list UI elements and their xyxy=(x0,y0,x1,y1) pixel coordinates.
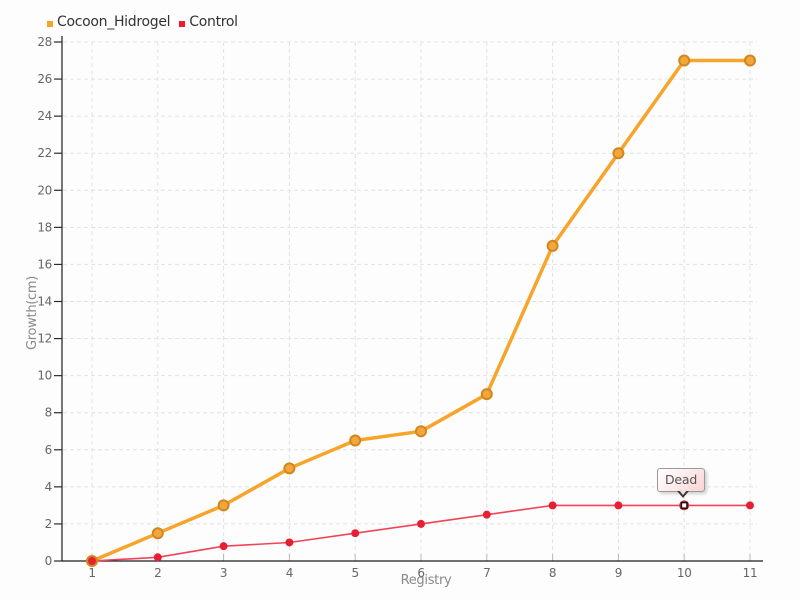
y-tick-label: 6 xyxy=(45,443,52,457)
y-tick-label: 0 xyxy=(45,554,52,568)
y-tick-label: 2 xyxy=(45,517,52,531)
y-tick-label: 14 xyxy=(37,295,52,309)
y-tick-label: 18 xyxy=(37,220,52,234)
legend-swatch-icon xyxy=(47,21,53,27)
x-tick-label: 1 xyxy=(88,566,95,580)
legend-item-cocoon_hidrogel[interactable]: Cocoon_Hidrogel xyxy=(47,14,171,30)
y-tick-label: 12 xyxy=(37,332,52,346)
dead-point-marker[interactable] xyxy=(680,501,688,509)
y-tick-label: 20 xyxy=(37,183,52,197)
legend-swatch-icon xyxy=(179,21,186,27)
x-tick-label: 7 xyxy=(483,566,490,580)
data-point-control-x11[interactable] xyxy=(746,501,754,510)
data-point-cocoon_hidrogel-x6[interactable] xyxy=(415,425,427,438)
data-point-control-x7[interactable] xyxy=(482,510,491,519)
y-tick-label: 24 xyxy=(37,109,52,123)
y-axis-title: Growth(cm) xyxy=(25,276,40,350)
legend-label: Control xyxy=(189,14,238,30)
data-point-cocoon_hidrogel-x3[interactable] xyxy=(217,499,230,512)
x-tick-label: 4 xyxy=(286,566,293,580)
data-point-control-x4[interactable] xyxy=(285,538,294,547)
data-point-cocoon_hidrogel-x4[interactable] xyxy=(283,462,296,475)
y-tick-label: 16 xyxy=(37,257,52,271)
data-point-control-x9[interactable] xyxy=(614,501,623,510)
x-tick-label: 2 xyxy=(154,566,161,580)
data-point-control-x8[interactable] xyxy=(548,501,557,510)
x-tick-label: 6 xyxy=(417,566,424,580)
x-tick-label: 9 xyxy=(615,566,622,580)
y-tick-label: 26 xyxy=(37,72,52,86)
data-point-cocoon_hidrogel-x11[interactable] xyxy=(744,54,756,67)
legend-item-control[interactable]: Control xyxy=(179,14,238,30)
x-tick-label: 10 xyxy=(677,566,692,580)
data-point-cocoon_hidrogel-x7[interactable] xyxy=(480,388,493,401)
data-point-control-x3[interactable] xyxy=(219,542,228,551)
data-point-control-x6[interactable] xyxy=(417,519,425,528)
data-point-cocoon_hidrogel-x8[interactable] xyxy=(546,239,559,252)
x-tick-label: 5 xyxy=(352,566,359,580)
data-point-cocoon_hidrogel-x2[interactable] xyxy=(151,527,164,540)
y-tick-label: 8 xyxy=(45,406,52,420)
y-tick-label: 4 xyxy=(45,480,52,494)
dead-tooltip: Dead xyxy=(657,468,706,498)
x-tick-label: 3 xyxy=(220,566,227,580)
y-tick-label: 28 xyxy=(37,35,52,49)
data-point-control-x5[interactable] xyxy=(351,529,360,538)
data-point-control-x2[interactable] xyxy=(153,553,162,562)
x-axis-title: Registry xyxy=(401,573,452,588)
x-tick-label: 8 xyxy=(549,566,556,580)
y-tick-label: 10 xyxy=(37,369,52,383)
data-point-cocoon_hidrogel-x5[interactable] xyxy=(349,434,362,447)
dead-tooltip-label: Dead xyxy=(665,472,698,487)
y-tick-label: 22 xyxy=(37,146,52,160)
data-point-cocoon_hidrogel-x10[interactable] xyxy=(678,54,691,67)
data-point-cocoon_hidrogel-x9[interactable] xyxy=(612,147,625,160)
x-tick-label: 11 xyxy=(743,566,758,580)
data-point-control-x1[interactable] xyxy=(88,557,96,565)
legend: Cocoon_Hidrogel Control xyxy=(47,14,238,30)
legend-label: Cocoon_Hidrogel xyxy=(57,14,171,30)
